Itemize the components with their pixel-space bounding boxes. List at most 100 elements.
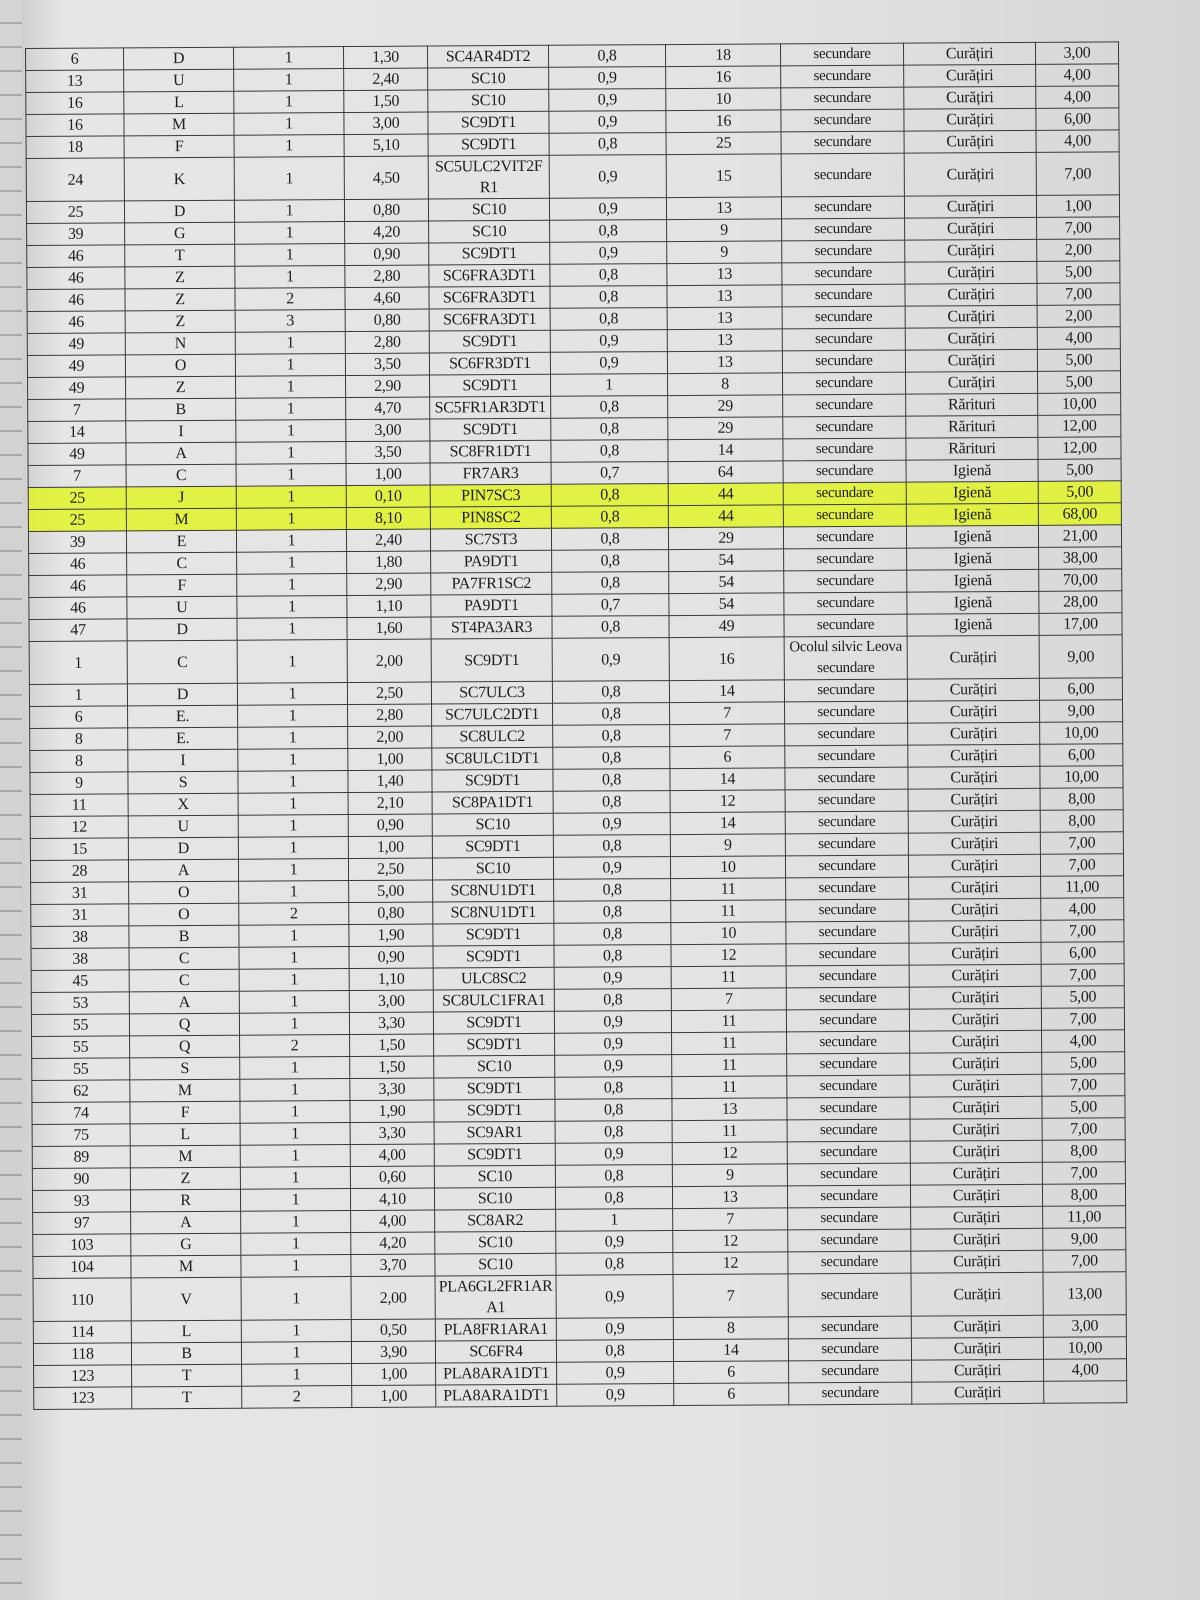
unit-cell: 1	[236, 529, 347, 553]
treatment-cell: Curățiri	[909, 1008, 1042, 1032]
density-cell: 0,8	[553, 922, 671, 946]
composition-code-cell: PLA6GL2FR1ARA1	[435, 1275, 557, 1320]
volume-cell: 5,00	[1038, 480, 1122, 504]
volume-cell: 6,00	[1039, 743, 1123, 767]
treatment-cell: Curățiri	[904, 261, 1037, 285]
composition-code-cell: SC10	[434, 1253, 557, 1277]
composition-code-cell: SC8NU1DT1	[432, 901, 554, 925]
treatment-cell: Curățiri	[909, 1074, 1042, 1098]
subparcel-cell: U	[123, 69, 234, 92]
binder-spine	[0, 0, 22, 1600]
subparcel-cell: D	[128, 837, 239, 860]
composition-code-cell: SC10	[434, 1187, 556, 1211]
area-cell: 3,30	[350, 1122, 435, 1145]
subparcel-cell: G	[130, 1233, 241, 1256]
unit-cell: 1	[233, 112, 345, 136]
treatment-cell: Igienă	[906, 613, 1040, 637]
parcel-cell: 49	[27, 442, 127, 466]
density-cell: 0,8	[552, 680, 670, 704]
treatment-cell: Curățiri	[908, 898, 1041, 922]
category-cell: secundare	[788, 1360, 912, 1383]
subparcel-cell: O	[125, 354, 236, 377]
age-cell: 8	[667, 372, 783, 396]
area-cell: 3,30	[349, 1078, 434, 1101]
composition-code-cell: FR7AR3	[430, 462, 552, 486]
unit-cell: 1	[238, 836, 349, 860]
forest-works-table: 6 D 1 1,30 SC4AR4DT2 0,8 18 secundare Curățiri 3,…	[25, 41, 1127, 1410]
category-cell: secundare	[785, 921, 909, 944]
area-cell: 2,80	[344, 265, 429, 288]
composition-code-cell: SC10	[432, 813, 554, 837]
composition-code-cell: PLA8ARA1DT1	[435, 1384, 557, 1408]
density-cell: 0,9	[555, 1142, 673, 1166]
unit-cell: 1	[233, 90, 344, 114]
parcel-cell: 123	[33, 1386, 132, 1410]
age-cell: 9	[670, 833, 786, 857]
density-cell: 0,8	[553, 878, 671, 902]
volume-cell: 3,00	[1043, 1314, 1127, 1338]
composition-code-cell: SC9DT1	[429, 330, 551, 354]
unit-cell: 1	[234, 243, 345, 267]
age-cell: 64	[668, 460, 784, 484]
composition-code-cell: SC4AR4DT2	[427, 45, 549, 69]
subparcel-cell: K	[124, 157, 235, 201]
density-cell: 0,9	[548, 88, 666, 112]
density-cell: 0,8	[552, 768, 671, 792]
treatment-cell: Curățiri	[907, 766, 1041, 790]
volume-cell: 4,00	[1036, 129, 1120, 153]
category-cell: secundare	[781, 240, 905, 263]
unit-cell: 1	[236, 463, 347, 487]
unit-cell: 1	[236, 573, 347, 597]
composition-code-cell: SC9DT1	[432, 923, 554, 947]
parcel-cell: 31	[30, 881, 129, 905]
treatment-cell: Curățiri	[908, 832, 1041, 856]
age-cell: 29	[667, 416, 783, 440]
age-cell: 11	[670, 899, 786, 923]
composition-code-cell: SC6FRA3DT1	[428, 264, 550, 288]
volume-cell: 2,00	[1036, 238, 1120, 262]
treatment-cell: Curățiri	[911, 1315, 1044, 1339]
composition-code-cell: SC9DT1	[431, 638, 553, 683]
area-cell: 3,00	[345, 419, 430, 442]
subparcel-cell: N	[125, 332, 236, 355]
area-cell: 2,40	[346, 529, 431, 552]
subparcel-cell: M	[123, 113, 235, 136]
parcel-cell: 53	[31, 991, 130, 1015]
density-cell: 0,9	[550, 351, 668, 375]
age-cell: 13	[671, 1097, 788, 1121]
treatment-cell: Curățiri	[909, 1030, 1042, 1054]
subparcel-cell: D	[127, 683, 238, 706]
volume-cell: 6,00	[1040, 941, 1125, 965]
parcel-cell: 9	[29, 771, 129, 795]
area-cell: 1,10	[349, 968, 434, 991]
category-cell: secundare	[783, 504, 907, 527]
treatment-cell: Curățiri	[909, 964, 1042, 988]
unit-cell: 1	[241, 1276, 352, 1321]
category-cell: secundare	[786, 1009, 910, 1032]
area-cell: 0,90	[348, 814, 433, 837]
category-cell: secundare	[782, 394, 906, 417]
density-cell: 0,8	[555, 1186, 673, 1210]
category-cell: secundare	[782, 438, 907, 461]
density-cell: 0,9	[548, 110, 667, 134]
area-cell: 1,80	[346, 551, 431, 574]
unit-cell: 1	[238, 814, 349, 838]
density-cell: 0,8	[554, 1098, 673, 1122]
unit-cell: 1	[239, 1100, 351, 1124]
parcel-cell: 90	[32, 1167, 131, 1191]
age-cell: 10	[670, 855, 786, 879]
table-row: 110 V 1 2,00 PLA6GL2FR1ARA1 0,9 7 secundare Cură…	[33, 1271, 1127, 1322]
volume-cell: 7,00	[1042, 1249, 1126, 1273]
density-cell: 0,7	[551, 593, 669, 617]
density-cell: 0,8	[551, 571, 669, 595]
density-cell: 0,9	[553, 812, 671, 836]
unit-cell: 1	[237, 726, 348, 750]
density-cell: 0,9	[549, 197, 667, 221]
composition-code-cell: SC8ULC1DT1	[431, 747, 553, 771]
volume-cell: 21,00	[1038, 524, 1122, 548]
category-cell: secundare	[781, 196, 905, 219]
treatment-cell: Curățiri	[905, 371, 1038, 395]
density-cell: 0,8	[552, 702, 670, 726]
treatment-cell: Curățiri	[904, 239, 1037, 263]
density-cell: 0,9	[554, 1054, 672, 1078]
